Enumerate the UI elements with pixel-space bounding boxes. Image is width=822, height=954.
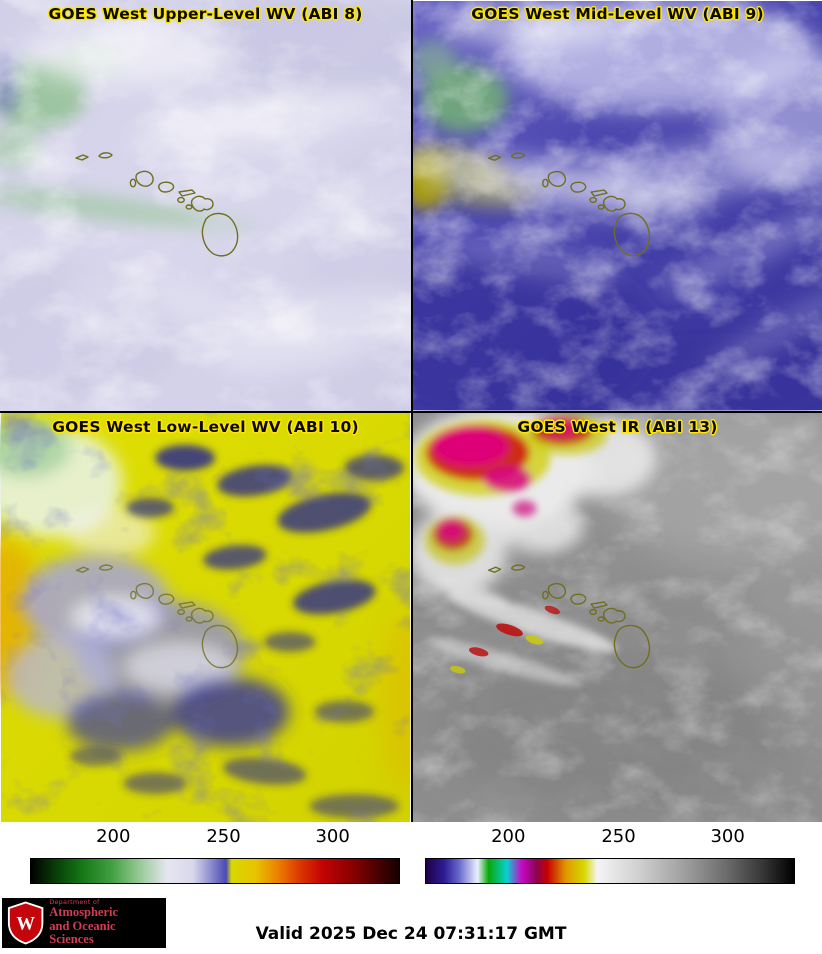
wv-tick-250: 250 xyxy=(206,826,241,847)
panel-abi9: GOES West Mid-Level WV (ABI 9) xyxy=(411,0,822,411)
wv-tick-300: 300 xyxy=(315,826,350,847)
ir-tick-300: 300 xyxy=(710,826,745,847)
panel-title-abi10: GOES West Low-Level WV (ABI 10) xyxy=(52,418,359,436)
wv-colorbar-group: 200 250 300 xyxy=(0,822,411,894)
panel-abi8: GOES West Upper-Level WV (ABI 8) xyxy=(0,0,411,411)
ir-colorbar-group: 200 250 300 xyxy=(411,822,822,894)
aos-logo-text: Department of Atmospheric and Oceanic Sc… xyxy=(49,899,161,947)
valid-time: Valid 2025 Dec 24 07:31:17 GMT xyxy=(255,924,567,944)
ir-colorbar-frame xyxy=(425,858,795,884)
wv-tick-labels: 200 250 300 xyxy=(30,826,400,850)
wv-tick-200: 200 xyxy=(96,826,131,847)
uw-crest-icon: W xyxy=(7,901,44,945)
satellite-image-abi13 xyxy=(413,413,822,822)
satellite-grid: GOES West Upper-Level WV (ABI 8) xyxy=(0,0,822,822)
ir-tick-250: 250 xyxy=(601,826,636,847)
ir-tick-200: 200 xyxy=(491,826,526,847)
panel-abi10: GOES West Low-Level WV (ABI 10) xyxy=(0,411,411,822)
panel-title-abi8: GOES West Upper-Level WV (ABI 8) xyxy=(48,5,363,23)
logo-dept-line: Department of xyxy=(49,898,100,907)
panel-abi13: GOES West IR (ABI 13) xyxy=(411,411,822,822)
colorbar-row: 200 250 300 200 250 300 xyxy=(0,822,822,894)
panel-title-abi9: GOES West Mid-Level WV (ABI 9) xyxy=(471,5,764,23)
logo-line-2: and Oceanic Sciences xyxy=(49,918,116,947)
wv-colorbar xyxy=(31,859,399,883)
ir-colorbar xyxy=(426,859,794,883)
satellite-image-abi10 xyxy=(0,413,411,822)
ir-tick-labels: 200 250 300 xyxy=(425,826,795,850)
logo-line-1: Atmospheric xyxy=(49,905,119,920)
crest-monogram: W xyxy=(16,914,35,935)
satellite-image-abi8 xyxy=(0,0,411,411)
aos-logo: W Department of Atmospheric and Oceanic … xyxy=(2,898,166,948)
satellite-image-abi9 xyxy=(413,1,822,411)
panel-title-abi13: GOES West IR (ABI 13) xyxy=(517,418,718,436)
footer: W Department of Atmospheric and Oceanic … xyxy=(0,894,822,954)
wv-colorbar-frame xyxy=(30,858,400,884)
